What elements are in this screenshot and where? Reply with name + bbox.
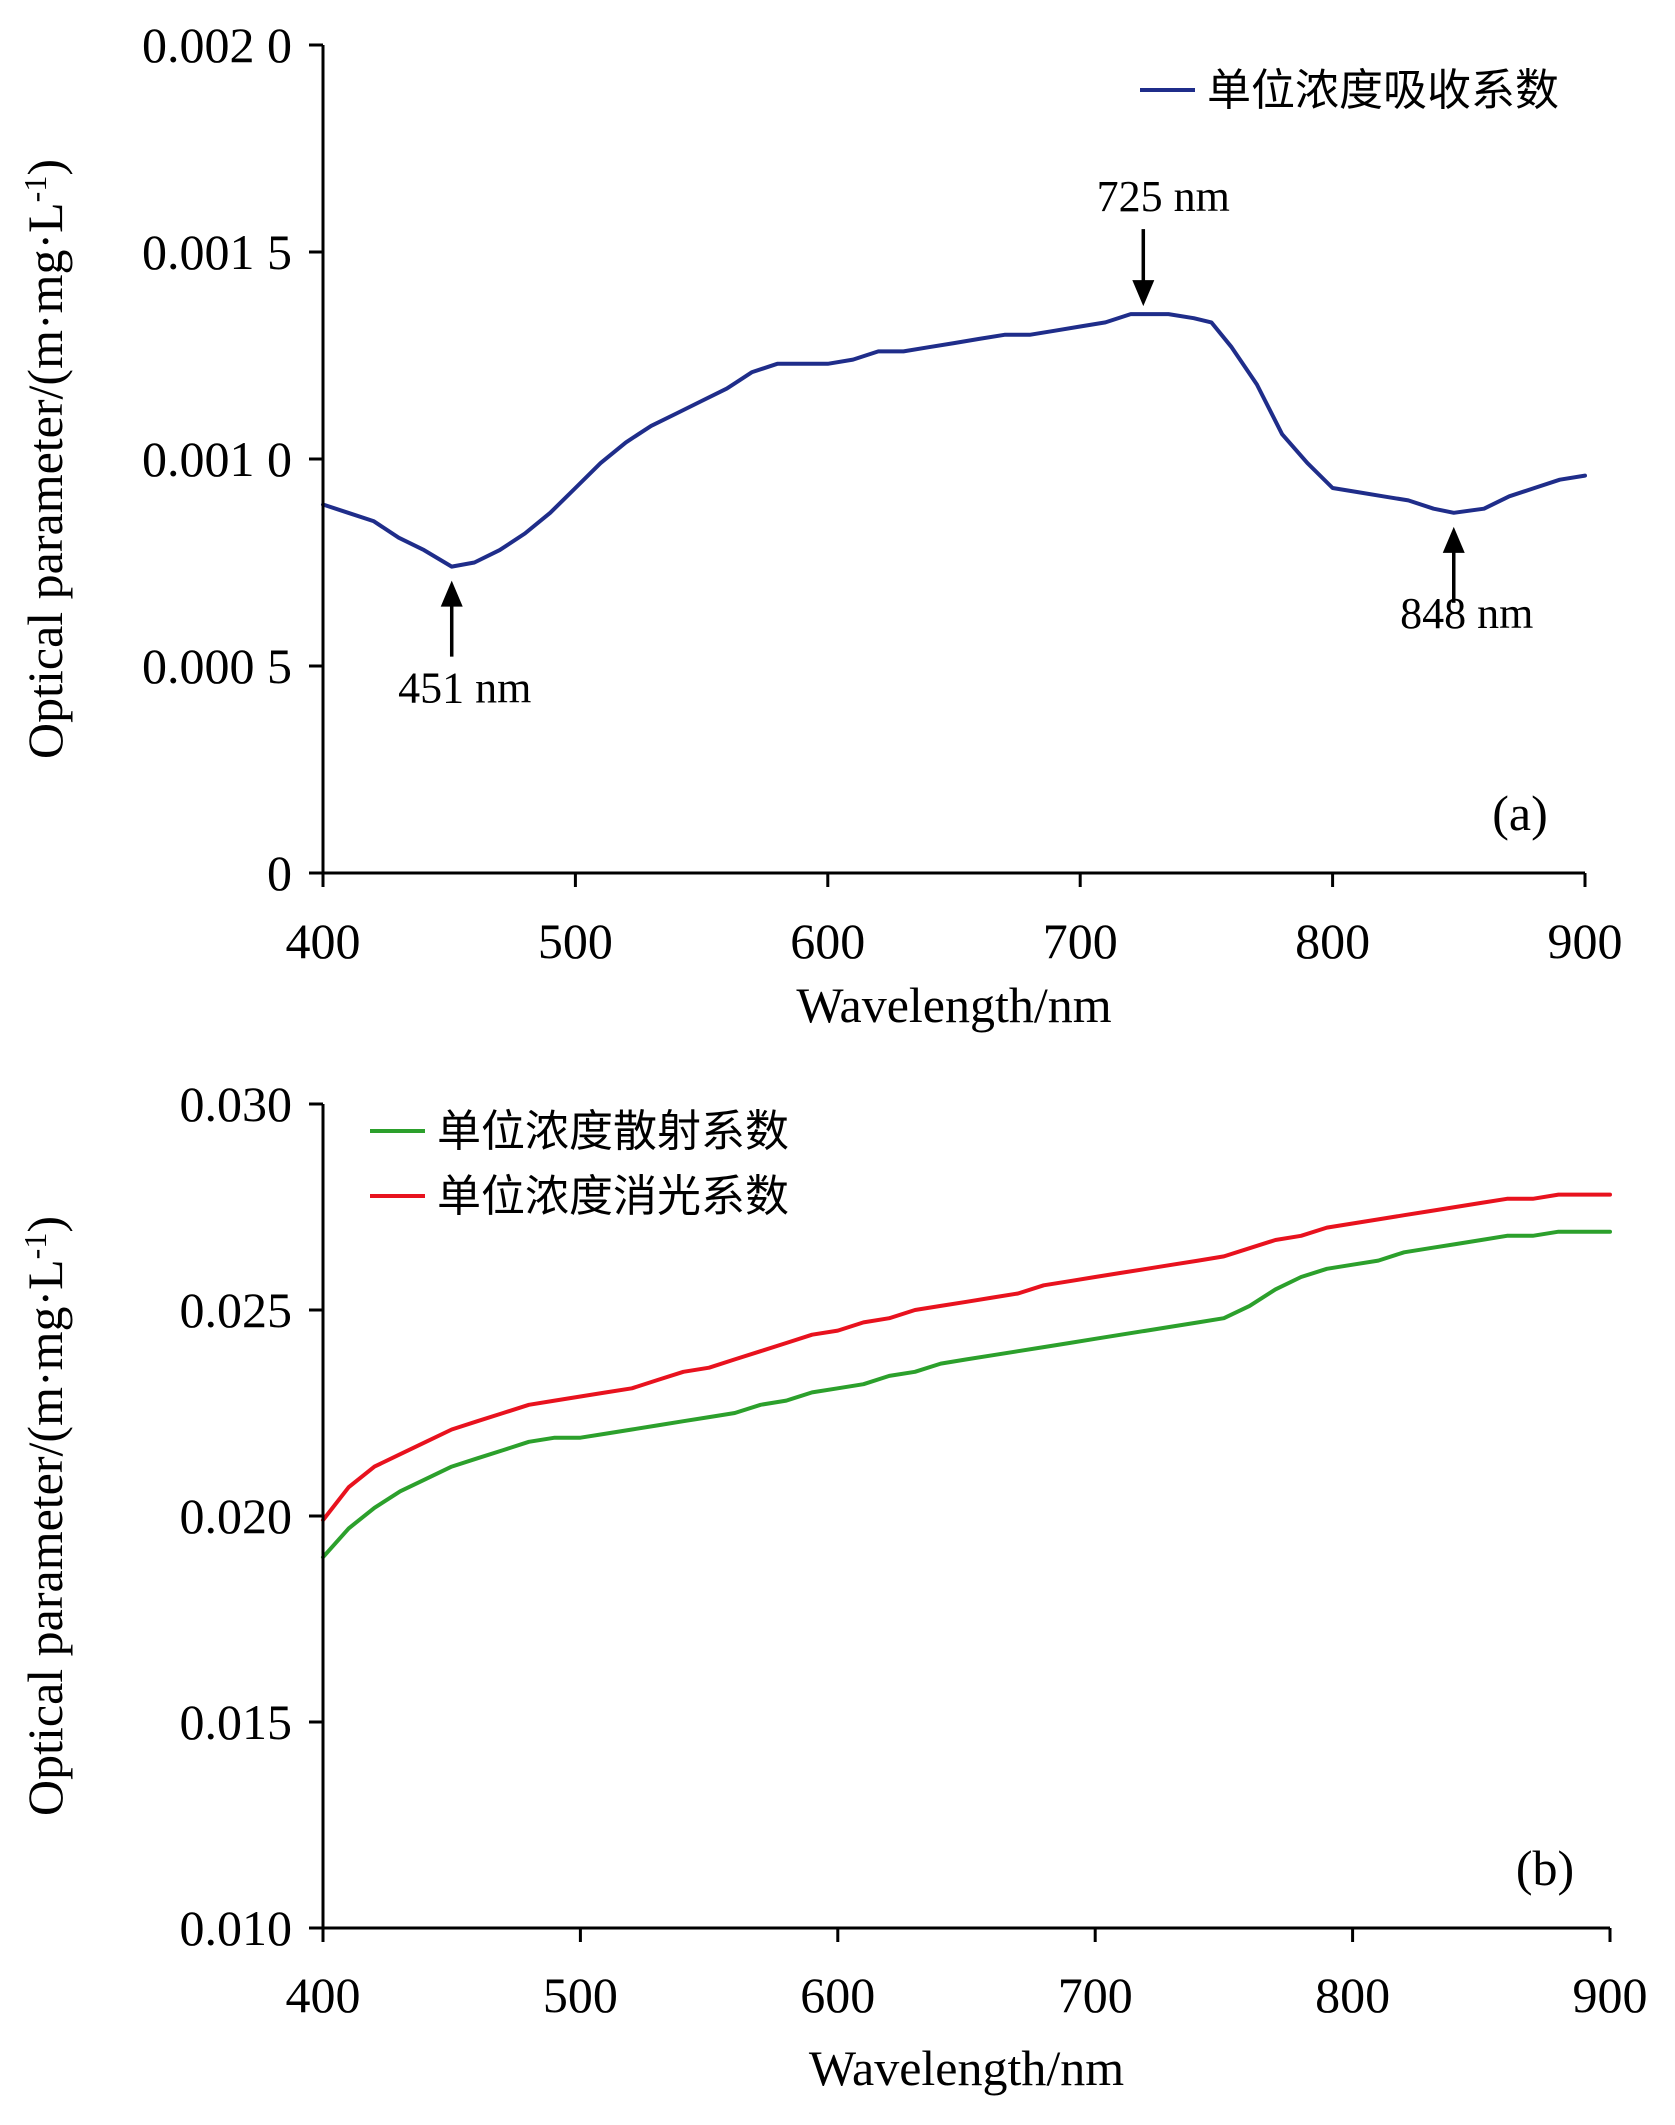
y-axis-title-main: Optical parameter/(m·mg·L [17,1259,73,1816]
y-axis-title-main: Optical parameter/(m·mg·L [17,202,73,759]
x-tick-label: 500 [543,1967,618,2023]
x-tick-label: 700 [1043,913,1118,969]
series-line-0 [321,1229,1612,1560]
y-tick-label: 0.015 [180,1694,293,1750]
y-tick-label: 0.025 [180,1282,293,1338]
x-tick-label: 700 [1058,1967,1133,2023]
x-tick-label: 900 [1573,1967,1648,2023]
y-tick-label: 0.030 [180,1076,293,1132]
y-axis-title-close: ) [17,159,73,176]
annotation-label: 451 nm [398,664,531,713]
y-tick-label: 0.020 [180,1488,293,1544]
x-tick-label: 600 [800,1967,875,2023]
y-tick-label: 0.002 0 [142,17,292,73]
series-line-1 [321,1192,1612,1523]
x-tick-label: 600 [790,913,865,969]
annotation: 451 nm [398,580,531,713]
y-tick-label: 0.010 [180,1900,293,1956]
x-tick-label: 800 [1295,913,1370,969]
legend-label: 单位浓度散射系数 [437,1106,789,1157]
panel-label: (a) [1492,785,1548,841]
y-tick-label: 0 [267,845,292,901]
panel-b: 400 500 600 700 800 900 0.010 0.015 0.020 0.025 0.… [17,1076,1648,2096]
y-tick-label: 0.000 5 [142,638,292,694]
annotation-label: 725 nm [1097,172,1230,221]
panel-a: 400 500 600 700 800 900 0 0.000 5 0.001 0 0.001 5… [17,17,1623,1033]
annotation-arrowhead [440,580,463,607]
annotation-label: 848 nm [1400,589,1533,638]
x-tick-label: 800 [1315,1967,1390,2023]
x-tick-label: 500 [538,913,613,969]
legend-label: 单位浓度消光系数 [437,1171,789,1222]
series-line-0 [321,312,1587,569]
y-tick-label: 0.001 5 [142,224,292,280]
y-axis-title: Optical parameter/(m·mg·L-1) [17,1216,73,1816]
y-axis-title-close: ) [17,1216,73,1233]
y-axis-title: Optical parameter/(m·mg·L-1) [17,159,73,759]
x-tick-label: 400 [286,1967,361,2023]
y-axis-title-superscript: -1 [17,1233,53,1260]
annotation: 725 nm [1097,172,1230,307]
annotation: 848 nm [1400,526,1533,638]
x-tick-label: 900 [1548,913,1623,969]
x-tick-label: 400 [286,913,361,969]
panel-label: (b) [1516,1840,1574,1896]
y-axis-title-superscript: -1 [17,176,53,203]
x-axis-title: Wavelength/nm [809,2040,1124,2096]
annotation-arrowhead [1442,526,1465,553]
annotation-arrowhead [1132,280,1155,307]
legend-label: 单位浓度吸收系数 [1207,65,1559,116]
x-axis-title: Wavelength/nm [796,977,1111,1033]
y-tick-label: 0.001 0 [142,431,292,487]
